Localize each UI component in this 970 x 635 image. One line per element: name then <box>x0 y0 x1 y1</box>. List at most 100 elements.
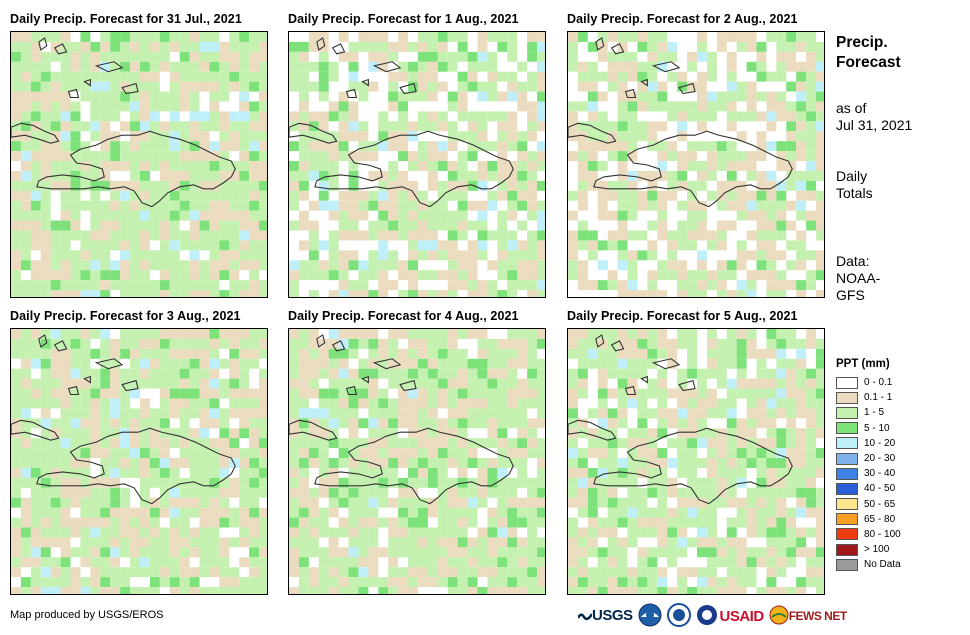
precip-cell <box>447 487 458 498</box>
precip-cell <box>736 517 747 528</box>
precip-cell <box>368 51 379 62</box>
precip-cell <box>577 32 588 42</box>
precip-cell <box>756 388 767 399</box>
precip-cell <box>746 428 757 439</box>
precip-cell <box>159 329 170 339</box>
precip-cell <box>289 477 299 488</box>
precip-cell <box>308 151 319 162</box>
precip-cell <box>517 180 528 191</box>
precip-cell <box>537 378 545 389</box>
precip-cell <box>378 517 389 528</box>
precip-cell <box>796 537 807 548</box>
precip-cell <box>40 408 51 419</box>
precip-cell <box>259 190 267 201</box>
precip-cell <box>657 477 668 488</box>
precip-cell <box>607 280 618 291</box>
precip-cell <box>587 91 598 102</box>
precip-cell <box>667 338 678 349</box>
precip-cell <box>100 51 111 62</box>
precip-cell <box>627 32 638 42</box>
precip-cell <box>378 111 389 122</box>
precip-cell <box>110 458 121 468</box>
precip-cell <box>149 477 160 488</box>
precip-cell <box>30 448 41 459</box>
bahamas-outline <box>651 358 681 370</box>
precip-cell <box>457 408 468 419</box>
precip-cell <box>677 230 688 241</box>
precip-cell <box>219 487 230 498</box>
precip-cell <box>40 32 51 42</box>
precip-cell <box>487 398 498 409</box>
precip-cell <box>537 388 545 399</box>
precip-cell <box>90 81 101 92</box>
precip-cell <box>667 41 678 52</box>
precip-cell <box>677 131 688 142</box>
precip-cell <box>687 240 697 251</box>
precip-cell <box>487 200 498 211</box>
precip-cell <box>487 280 498 291</box>
precip-cell <box>378 577 389 588</box>
precip-cell <box>11 537 21 548</box>
precip-cell <box>40 220 51 231</box>
precip-cell <box>517 438 528 449</box>
precip-cell <box>796 101 807 112</box>
precip-cell <box>219 210 230 221</box>
precip-cell <box>159 61 170 72</box>
precip-cell <box>477 348 488 359</box>
precip-cell <box>467 61 478 72</box>
precip-cell <box>338 250 349 261</box>
precip-cell <box>417 388 428 399</box>
precip-cell <box>289 398 299 409</box>
precip-cell <box>229 250 240 261</box>
precip-cell <box>696 577 707 588</box>
precip-cell <box>388 398 399 409</box>
bahamas-outline <box>94 61 124 73</box>
precip-cell <box>617 557 628 568</box>
precip-cell <box>80 329 91 339</box>
precip-cell <box>169 537 180 548</box>
precip-cell <box>358 557 369 568</box>
precip-cell <box>229 537 240 548</box>
precip-cell <box>259 458 267 468</box>
precip-cell <box>568 250 578 261</box>
precip-cell <box>517 101 528 112</box>
precip-cell <box>328 270 339 281</box>
precip-cell <box>507 547 518 558</box>
precip-cell <box>706 230 717 241</box>
precip-cell <box>507 190 518 201</box>
precip-cell <box>30 527 41 538</box>
precip-cell <box>696 418 707 429</box>
precip-cell <box>338 527 349 538</box>
precip-cell <box>457 438 468 449</box>
precip-cell <box>637 587 648 594</box>
precip-cell <box>447 329 458 339</box>
precip-cell <box>667 240 678 251</box>
precip-cell <box>467 121 478 132</box>
panel-title-6: Daily Precip. Forecast for 5 Aug., 2021 <box>567 309 798 323</box>
precip-cell <box>806 329 817 339</box>
precip-cell <box>60 161 71 171</box>
precip-cell <box>90 329 101 339</box>
precip-cell <box>617 230 628 241</box>
precip-cell <box>249 567 260 578</box>
precip-cell <box>358 507 369 518</box>
precip-cell <box>110 280 121 291</box>
precip-cell <box>298 270 309 281</box>
precip-cell <box>497 537 508 548</box>
precip-cell <box>726 388 737 399</box>
precip-cell <box>219 220 230 231</box>
precip-cell <box>716 358 727 369</box>
precip-cell <box>328 378 339 389</box>
precip-cell <box>120 567 131 578</box>
precip-cell <box>189 91 200 102</box>
precip-cell <box>249 348 260 359</box>
precip-cell <box>358 398 369 409</box>
precip-cell <box>30 537 41 548</box>
precip-cell <box>627 497 638 508</box>
precip-cell <box>408 329 418 339</box>
precip-cell <box>358 378 369 389</box>
precip-cell <box>70 497 81 508</box>
precip-cell <box>766 260 777 271</box>
precip-cell <box>60 210 71 221</box>
precip-cell <box>637 497 648 508</box>
